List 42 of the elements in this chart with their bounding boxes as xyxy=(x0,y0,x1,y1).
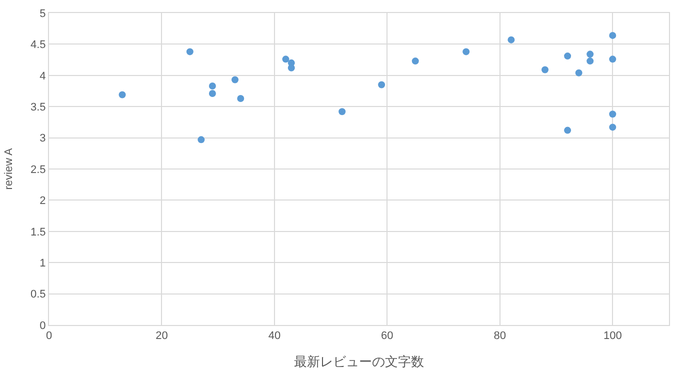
point xyxy=(412,58,419,65)
point xyxy=(237,94,244,102)
point xyxy=(609,124,616,131)
point xyxy=(288,64,295,72)
point xyxy=(462,48,470,56)
y-tick-label: 5 xyxy=(40,8,46,20)
y-tick-label: 1.5 xyxy=(30,226,46,238)
y-tick-label: 2 xyxy=(40,195,46,208)
y-tick-label: 4 xyxy=(40,70,46,82)
y-tick-label: 2.5 xyxy=(30,164,46,176)
point xyxy=(508,36,515,44)
point xyxy=(118,91,126,98)
point xyxy=(564,126,572,134)
y-axis-title: review A xyxy=(3,148,16,190)
point xyxy=(542,66,548,74)
point xyxy=(575,69,582,76)
x-tick-label: 100 xyxy=(603,330,622,342)
x-tick-label: 60 xyxy=(381,330,394,342)
y-tick-label: 3 xyxy=(40,132,46,145)
y-tick-label: 1 xyxy=(40,257,46,270)
point xyxy=(198,136,205,144)
point xyxy=(338,108,346,116)
y-tick-label: 0 xyxy=(40,320,46,332)
y-tick-label: 0.5 xyxy=(30,288,46,301)
point xyxy=(609,110,616,118)
x-tick-label: 80 xyxy=(494,330,506,342)
point xyxy=(609,32,616,39)
y-tick-label: 4.5 xyxy=(30,39,46,52)
point xyxy=(186,48,194,56)
point xyxy=(208,90,216,97)
x-tick-label: 40 xyxy=(268,330,281,342)
x-axis-title: 最新レビューの文字数 xyxy=(294,354,424,369)
point xyxy=(282,56,290,63)
point xyxy=(208,82,216,90)
x-tick-label: 20 xyxy=(156,330,168,342)
point xyxy=(564,52,572,60)
point xyxy=(609,56,616,63)
point xyxy=(586,58,594,65)
point xyxy=(378,81,386,88)
point xyxy=(232,76,238,84)
y-tick-label: 3.5 xyxy=(30,101,46,114)
point xyxy=(586,50,594,58)
